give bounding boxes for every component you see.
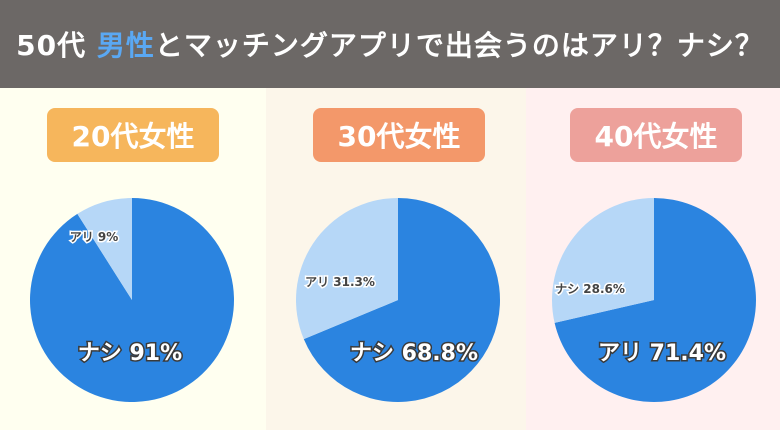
pie-slice-40s-0 — [554, 198, 756, 402]
pie-slice-20s-1 — [77, 198, 132, 300]
pie-slice-30s-0 — [303, 198, 500, 402]
panel-40s: 40代女性 アリ 71.4% ナシ 28.6% — [526, 88, 780, 430]
slice-label-20s-0: ナシ 91% — [78, 341, 182, 366]
slice-label-30s-0: ナシ 68.8% — [350, 341, 478, 366]
pie-chart-40s: アリ 71.4% ナシ 28.6% — [552, 198, 756, 402]
pie-slice-20s-0 — [30, 198, 235, 402]
page-title: 50代 男性 とマッチングアプリで出会うのはアリ？ナシ？ — [0, 0, 780, 88]
panel-20s: 20代女性 ナシ 91% アリ 9% — [0, 88, 266, 430]
slice-label-40s-1: ナシ 28.6% — [555, 282, 625, 296]
slice-label-30s-1: アリ 31.3% — [305, 275, 375, 289]
title-prefix: 50代 — [16, 29, 87, 62]
badge-40s: 40代女性 — [570, 108, 742, 162]
badge-20s: 20代女性 — [47, 108, 219, 162]
badge-30s: 30代女性 — [313, 108, 485, 162]
panel-30s: 30代女性 ナシ 68.8% アリ 31.3% — [266, 88, 526, 430]
title-accent: 男性 — [96, 29, 155, 62]
slice-label-20s-1: アリ 9% — [70, 230, 119, 244]
title-suffix: とマッチングアプリで出会うのはアリ？ナシ？ — [154, 29, 764, 62]
slice-label-40s-0: アリ 71.4% — [598, 341, 726, 366]
pie-chart-30s: ナシ 68.8% アリ 31.3% — [296, 198, 500, 402]
pie-chart-20s: ナシ 91% アリ 9% — [30, 198, 235, 402]
pie-slice-40s-1 — [552, 198, 654, 323]
pie-slice-30s-1 — [296, 198, 398, 340]
